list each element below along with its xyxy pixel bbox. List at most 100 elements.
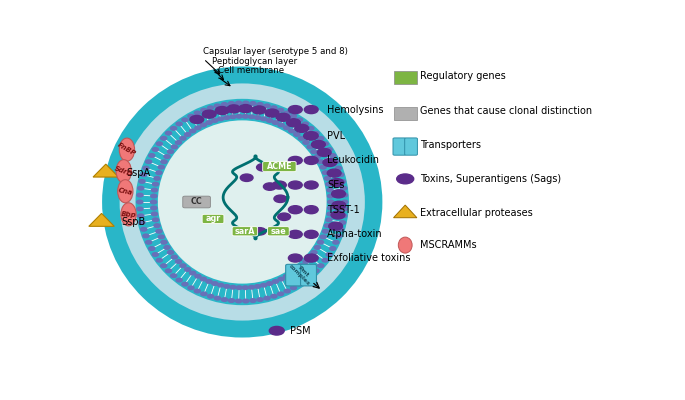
Circle shape [206,280,212,283]
Circle shape [151,200,157,204]
Circle shape [180,136,186,140]
FancyBboxPatch shape [183,196,210,208]
Circle shape [242,286,249,290]
Circle shape [295,124,309,132]
Circle shape [303,260,309,263]
Circle shape [151,188,158,192]
Circle shape [180,264,186,268]
Circle shape [276,113,290,121]
Circle shape [341,193,347,197]
Circle shape [304,132,318,140]
Circle shape [320,165,326,169]
Circle shape [208,294,214,298]
Circle shape [312,140,325,148]
FancyBboxPatch shape [405,138,417,155]
Circle shape [151,206,157,210]
Circle shape [278,123,284,127]
Circle shape [195,111,201,115]
Circle shape [274,195,287,202]
Circle shape [230,115,236,118]
Circle shape [250,299,256,302]
Circle shape [288,254,302,262]
Circle shape [317,148,331,156]
Circle shape [338,173,344,176]
Circle shape [215,106,229,114]
Circle shape [313,131,319,135]
Circle shape [332,201,346,209]
Circle shape [329,247,336,250]
Circle shape [271,294,277,298]
Circle shape [304,181,318,189]
Ellipse shape [118,180,133,203]
Circle shape [317,160,323,164]
Circle shape [288,181,302,189]
Circle shape [314,246,321,249]
Circle shape [327,194,334,198]
Circle shape [200,277,206,281]
Circle shape [264,183,276,190]
Circle shape [158,165,164,169]
FancyBboxPatch shape [262,162,296,172]
Text: Cna: Cna [117,187,134,196]
Circle shape [297,282,303,286]
Circle shape [184,268,190,271]
Circle shape [288,271,295,275]
Circle shape [176,278,182,282]
Circle shape [308,274,314,278]
Circle shape [332,190,345,198]
Circle shape [175,260,182,263]
Circle shape [184,133,190,136]
Circle shape [297,118,303,122]
Circle shape [304,156,318,164]
FancyBboxPatch shape [286,264,301,286]
Polygon shape [393,205,417,218]
Circle shape [338,228,344,231]
Circle shape [288,156,302,164]
Circle shape [171,255,177,259]
Circle shape [277,213,290,220]
Circle shape [257,103,263,106]
Text: Transporters: Transporters [420,140,481,150]
Circle shape [341,207,347,211]
Circle shape [154,176,160,180]
Circle shape [329,154,336,157]
FancyBboxPatch shape [301,264,316,286]
Circle shape [331,211,345,219]
Circle shape [145,240,151,244]
Circle shape [318,136,324,140]
Ellipse shape [158,120,327,284]
Circle shape [228,299,234,302]
Circle shape [299,264,305,268]
Circle shape [238,104,253,112]
Circle shape [327,188,333,192]
Circle shape [313,269,319,273]
Circle shape [329,222,342,230]
Circle shape [294,133,300,136]
Circle shape [161,160,167,164]
Text: PVL: PVL [327,131,345,141]
Circle shape [284,274,290,278]
Text: Cell membrane: Cell membrane [219,66,284,75]
Circle shape [255,285,261,288]
Circle shape [304,230,318,238]
Circle shape [307,145,313,149]
Circle shape [137,207,143,211]
Circle shape [304,106,318,114]
Text: Genes that cause clonal distinction: Genes that cause clonal distinction [420,106,593,116]
Text: PSM: PSM [290,326,310,336]
FancyBboxPatch shape [393,72,417,84]
Circle shape [236,299,242,303]
Circle shape [224,116,230,119]
Circle shape [327,169,341,177]
Circle shape [175,141,182,144]
Circle shape [156,258,162,262]
Circle shape [138,214,144,218]
Circle shape [230,286,236,289]
Circle shape [257,164,269,171]
Circle shape [397,174,414,184]
Circle shape [143,234,149,238]
Circle shape [153,218,159,222]
Circle shape [322,142,328,146]
Circle shape [273,280,279,283]
Circle shape [299,136,305,140]
